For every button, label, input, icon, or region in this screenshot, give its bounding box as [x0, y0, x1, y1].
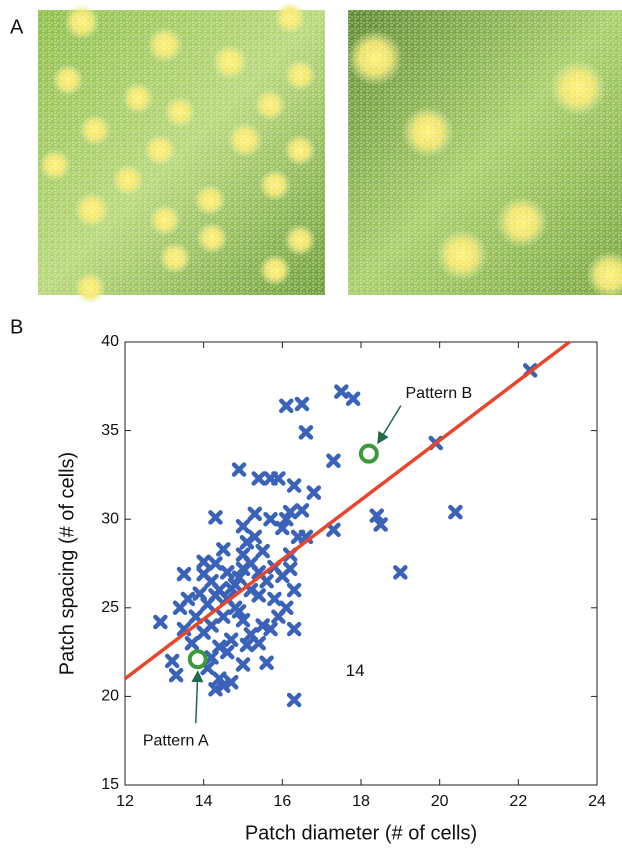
- data-point: [326, 453, 341, 468]
- x-tick-label: 14: [195, 793, 213, 810]
- data-point: [192, 586, 207, 601]
- data-point: [334, 384, 349, 399]
- data-point: [235, 612, 251, 628]
- data-point: [204, 650, 219, 665]
- pattern-image-a: [38, 2, 325, 304]
- data-point: [247, 529, 263, 545]
- data-point: [369, 508, 384, 523]
- data-point: [251, 471, 266, 486]
- fit-line: [123, 340, 571, 681]
- data-point: [263, 511, 278, 527]
- highlight-label: Pattern A: [143, 732, 209, 749]
- data-point: [393, 565, 408, 580]
- panel-label: B: [10, 316, 23, 338]
- data-point: [259, 573, 274, 589]
- x-tick-label: 16: [273, 793, 291, 810]
- y-tick-label: 30: [101, 510, 119, 527]
- data-point: [231, 604, 247, 619]
- y-tick-label: 25: [101, 599, 119, 616]
- x-tick-label: 24: [588, 793, 606, 810]
- data-point: [216, 542, 231, 557]
- data-point: [251, 635, 266, 651]
- data-point: [220, 644, 235, 660]
- data-point: [196, 554, 211, 569]
- data-point: [345, 391, 361, 406]
- annotation-arrow: [191, 670, 204, 724]
- x-tick-label: 18: [352, 793, 370, 810]
- y-tick-label: 40: [101, 333, 119, 350]
- data-point: [239, 637, 255, 653]
- data-point: [196, 625, 211, 640]
- data-point: [168, 667, 184, 683]
- data-point: [208, 682, 223, 697]
- data-point: [275, 520, 290, 536]
- data-point: [286, 692, 302, 708]
- data-point: [176, 566, 192, 582]
- data-point: [279, 511, 294, 527]
- panel-label: A: [10, 16, 24, 38]
- data-point: [188, 609, 204, 624]
- data-point: [298, 425, 314, 440]
- data-point: [259, 655, 274, 670]
- data-point: [286, 478, 302, 493]
- x-tick-label: 12: [116, 793, 134, 810]
- data-point: [282, 561, 298, 577]
- data-point: [306, 485, 322, 500]
- y-tick-label: 15: [101, 776, 119, 793]
- annotation-arrow: [377, 405, 402, 445]
- data-point: [208, 556, 223, 571]
- data-point: [220, 565, 235, 580]
- data-point: [251, 588, 266, 603]
- data-point: [208, 588, 223, 603]
- highlight-label: Pattern B: [406, 385, 473, 402]
- data-point: [212, 671, 227, 686]
- data-point: [235, 547, 251, 562]
- data-point: [231, 462, 247, 477]
- data-point: [326, 522, 341, 538]
- data-point: [223, 632, 239, 647]
- data-point: [267, 591, 282, 607]
- data-point: [216, 609, 231, 624]
- data-point: [373, 517, 388, 532]
- data-point: [247, 506, 263, 522]
- data-point: [286, 582, 302, 598]
- data-point: [164, 653, 180, 669]
- data-point: [294, 396, 310, 412]
- x-tick-label: 20: [431, 793, 449, 810]
- y-axis-label: Patch spacing (# of cells): [56, 452, 78, 675]
- data-point: [184, 635, 200, 651]
- data-point: [172, 600, 188, 616]
- data-point: [235, 657, 251, 672]
- data-point: [271, 609, 286, 624]
- data-point: [255, 618, 270, 633]
- highlight-point: [187, 649, 208, 670]
- data-point: [255, 543, 270, 559]
- data-point: [294, 503, 310, 518]
- y-tick-label: 20: [101, 688, 119, 705]
- data-point: [235, 519, 251, 534]
- highlight-point: [358, 443, 379, 464]
- data-point: [153, 614, 168, 630]
- annotation: 14: [346, 661, 365, 680]
- data-point: [208, 510, 223, 525]
- data-point: [286, 621, 302, 637]
- x-axis-label: Patch diameter (# of cells): [245, 822, 477, 844]
- pattern-image-b: [347, 10, 622, 299]
- data-point: [279, 398, 294, 414]
- x-tick-label: 22: [509, 793, 527, 810]
- y-tick-label: 35: [101, 422, 119, 439]
- data-point: [231, 570, 247, 585]
- data-point: [271, 471, 286, 486]
- data-point: [223, 581, 239, 596]
- data-point: [448, 504, 463, 520]
